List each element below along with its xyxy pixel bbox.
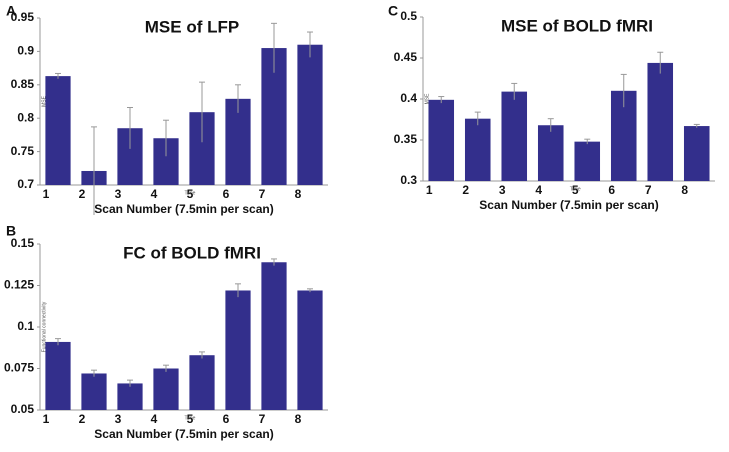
x-tick-label: 6 (223, 187, 230, 201)
x-tick-label: 6 (608, 183, 615, 197)
y-axis-label: Functional connectivity (41, 301, 47, 352)
bar (647, 62, 674, 181)
y-tick-label: 0.3 (400, 173, 417, 187)
y-tick-label: 0.05 (11, 402, 35, 416)
x-tick-label: 4 (151, 412, 158, 426)
x-tick-label: 8 (295, 412, 302, 426)
y-tick-label: 0.8 (17, 110, 34, 124)
bar (537, 125, 564, 181)
y-tick-label: 0.7 (17, 177, 34, 191)
bar (574, 141, 601, 181)
chart-title: FC of BOLD fMRI (123, 243, 261, 262)
x-tick-label: 5 (187, 412, 194, 426)
bar (117, 383, 143, 410)
bar (189, 355, 215, 410)
chart-title: MSE of BOLD fMRI (501, 16, 653, 35)
panel-label: A (6, 3, 16, 19)
x-tick-label: 1 (426, 183, 433, 197)
x-tick-label: 3 (499, 183, 506, 197)
x-tick-label: 7 (259, 412, 266, 426)
bar (428, 99, 455, 181)
bar (225, 290, 251, 410)
panel-label: B (6, 223, 16, 239)
y-tick-label: 0.1 (17, 319, 34, 333)
bar (297, 290, 323, 410)
bar (501, 91, 528, 181)
bar (683, 126, 710, 181)
y-tick-label: 0.45 (394, 50, 418, 64)
bar (225, 98, 251, 185)
y-tick-label: 0.4 (400, 91, 417, 105)
bar (297, 44, 323, 185)
time-label: Time (185, 190, 196, 196)
x-tick-label: 7 (259, 187, 266, 201)
bar (261, 262, 287, 410)
x-tick-label: 4 (535, 183, 542, 197)
y-tick-label: 0.5 (400, 9, 417, 23)
x-axis-label: Scan Number (7.5min per scan) (94, 427, 273, 441)
y-tick-label: 0.075 (4, 361, 34, 375)
x-axis-label: Scan Number (7.5min per scan) (94, 202, 273, 216)
x-tick-label: 2 (79, 187, 86, 201)
x-tick-label: 1 (43, 412, 50, 426)
x-axis-label: Scan Number (7.5min per scan) (479, 198, 658, 212)
x-tick-label: 8 (295, 187, 302, 201)
x-tick-label: 8 (681, 183, 688, 197)
x-tick-label: 6 (223, 412, 230, 426)
x-tick-label: 5 (187, 187, 194, 201)
x-tick-label: 1 (43, 187, 50, 201)
x-tick-label: 3 (115, 412, 122, 426)
bar (81, 373, 107, 410)
x-tick-label: 7 (645, 183, 652, 197)
y-tick-label: 0.85 (11, 77, 35, 91)
time-label: Time (570, 186, 581, 192)
y-tick-label: 0.95 (11, 10, 35, 24)
y-tick-label: 0.9 (17, 44, 34, 58)
y-tick-label: 0.35 (394, 132, 418, 146)
x-tick-label: 3 (115, 187, 122, 201)
y-axis-label: MSE (424, 93, 430, 105)
panel-label: C (388, 3, 398, 19)
x-tick-label: 2 (462, 183, 469, 197)
x-tick-label: 2 (79, 412, 86, 426)
y-tick-label: 0.15 (11, 236, 35, 250)
bar (45, 76, 71, 185)
x-tick-label: 5 (572, 183, 579, 197)
bar (45, 341, 71, 410)
chart-title: MSE of LFP (145, 17, 239, 36)
bar (464, 118, 491, 181)
bar (153, 368, 179, 410)
x-tick-label: 4 (151, 187, 158, 201)
time-label: Time (185, 415, 196, 421)
y-tick-label: 0.125 (4, 278, 34, 292)
y-tick-label: 0.75 (11, 144, 35, 158)
y-axis-label: MSE (41, 95, 47, 107)
